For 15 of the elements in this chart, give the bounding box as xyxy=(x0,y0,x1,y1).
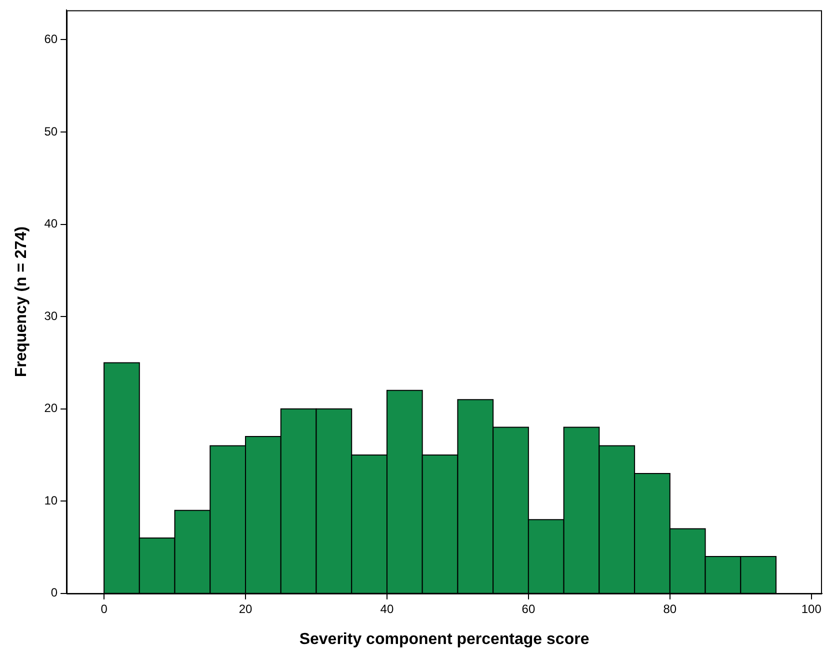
x-tick-label: 20 xyxy=(238,602,252,616)
x-tick-label: 60 xyxy=(522,602,536,616)
y-tick-label: 40 xyxy=(44,216,58,231)
y-axis-title: Frequency (n = 274) xyxy=(13,226,30,378)
y-tick-label: 10 xyxy=(44,493,58,508)
y-tick-label: 0 xyxy=(50,586,58,600)
x-tick-label: 80 xyxy=(663,602,677,616)
x-tick-label: 0 xyxy=(100,602,108,616)
x-tick-label: 100 xyxy=(801,602,822,616)
y-tick-label: 60 xyxy=(44,32,58,46)
x-axis-title: Severity component percentage score xyxy=(299,630,590,648)
x-tick-label: 40 xyxy=(380,602,394,616)
y-tick-label: 50 xyxy=(44,124,58,138)
y-tick-label: 30 xyxy=(44,308,58,323)
y-tick-label: 20 xyxy=(44,401,58,416)
